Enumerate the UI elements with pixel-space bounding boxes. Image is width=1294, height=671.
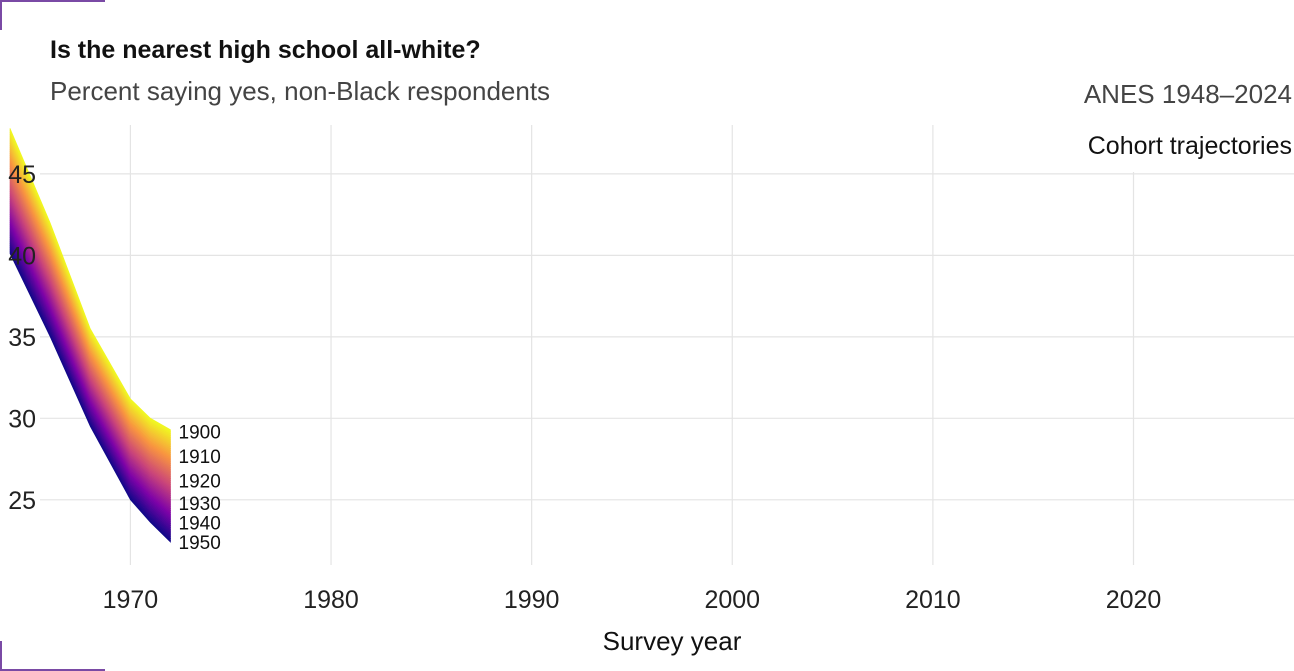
x-tick-label: 1990	[504, 586, 560, 614]
y-axis-tick-labels: 25 30 35 40 45	[8, 161, 36, 515]
y-tick-label: 40	[8, 242, 36, 270]
chart-subtitle: Percent saying yes, non-Black respondent…	[50, 76, 551, 106]
x-tick-label: 2010	[905, 586, 961, 614]
facet-label: Cohort trajectories	[1087, 132, 1292, 160]
x-axis-tick-labels: 1970 1980 1990 2000 2010 2020	[103, 586, 1162, 614]
corner-accent-top	[0, 0, 105, 2]
corner-accent-top-vertical	[0, 0, 2, 30]
cohort-label: 1940	[179, 514, 221, 535]
cohort-label: 1950	[179, 533, 221, 554]
cohort-band	[9, 128, 171, 433]
cohort-label: 1900	[179, 422, 221, 443]
x-tick-label: 2020	[1106, 586, 1162, 614]
grid-lines	[40, 125, 1294, 565]
chart-title: Is the nearest high school all-white?	[50, 36, 481, 64]
cohort-label: 1930	[179, 494, 221, 515]
y-tick-label: 35	[8, 324, 36, 352]
cohort-label: 1910	[179, 447, 221, 468]
cohort-label: 1920	[179, 471, 221, 492]
x-tick-label: 1970	[103, 586, 159, 614]
y-tick-label: 45	[8, 161, 36, 189]
x-tick-label: 2000	[704, 586, 760, 614]
y-tick-label: 30	[8, 405, 36, 433]
x-tick-label: 1980	[303, 586, 359, 614]
corner-accent-bottom-vertical	[0, 641, 2, 671]
corner-accent-bottom	[0, 669, 105, 671]
x-axis-title: Survey year	[603, 626, 742, 656]
y-tick-label: 25	[8, 487, 36, 515]
source-label: ANES 1948–2024	[1083, 79, 1292, 109]
cohort-bands	[9, 128, 171, 543]
